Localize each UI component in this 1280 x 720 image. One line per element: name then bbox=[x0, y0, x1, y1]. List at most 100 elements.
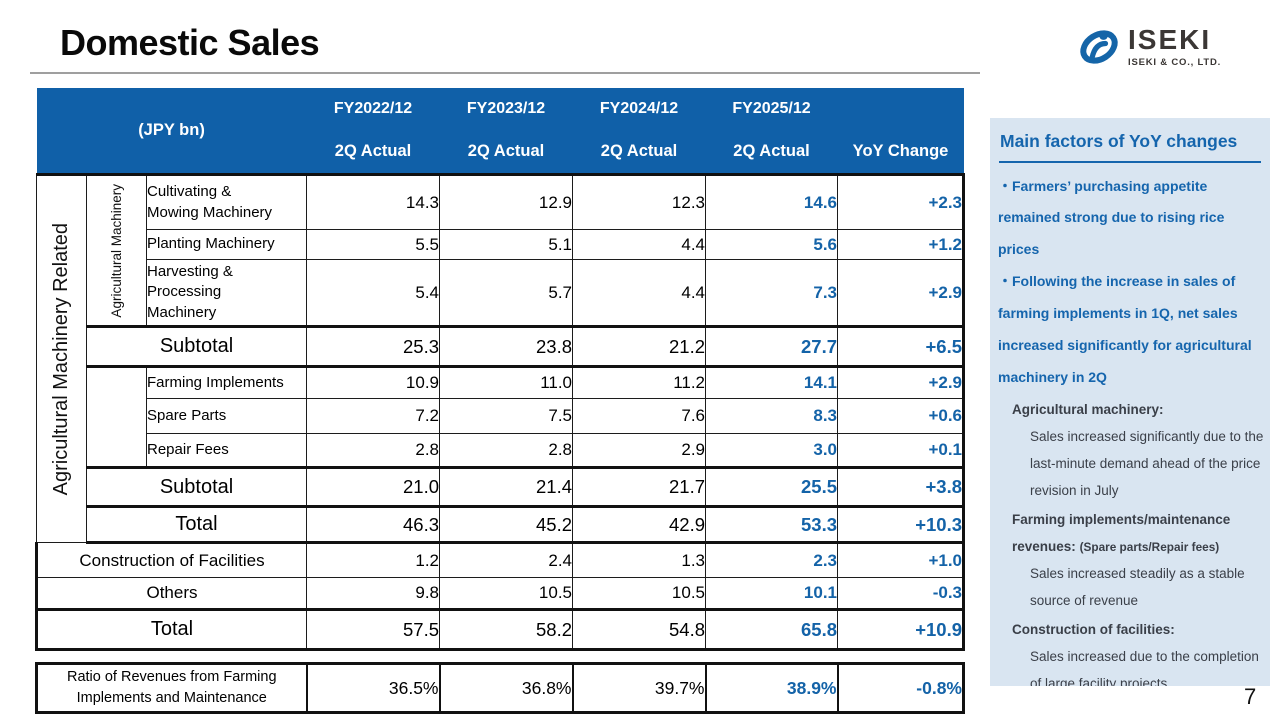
logo-text: ISEKI ISEKI & CO., LTD. bbox=[1128, 24, 1222, 69]
cell-yoy: +2.9 bbox=[837, 259, 966, 327]
cell-yoy: +2.3 bbox=[837, 173, 966, 230]
domestic-sales-table: (JPY bn) FY2022/12 FY2023/12 FY2024/12 F… bbox=[34, 88, 966, 651]
cell-fy2022: 10.9 bbox=[306, 366, 441, 399]
cell-fy2023: 2.4 bbox=[439, 542, 574, 578]
row-label: Subtotal bbox=[85, 325, 308, 368]
table-row: Agricultural Machinery Related Agricultu… bbox=[36, 173, 966, 543]
table-row: Farming Implements 10.9 11.0 11.2 14.1 +… bbox=[37, 366, 966, 468]
cell-yoy: +1.2 bbox=[837, 229, 966, 260]
subheader-2q-actual: 2Q Actual bbox=[306, 130, 440, 175]
cell-yoy: +0.1 bbox=[837, 433, 966, 468]
company-logo: ISEKI ISEKI & CO., LTD. bbox=[1076, 26, 1221, 68]
page-number: 7 bbox=[1244, 684, 1257, 709]
cell-fy2024: 4.4 bbox=[572, 229, 707, 260]
cell-fy2024: 39.7% bbox=[571, 662, 707, 714]
subheader-2q-actual: 2Q Actual bbox=[705, 130, 838, 175]
total-row: Total 46.3 45.2 42.9 53.3 +10.3 bbox=[37, 506, 966, 544]
detail-heading: Farming implements/maintenance revenues:… bbox=[1012, 511, 1231, 554]
cell-yoy: +0.6 bbox=[837, 398, 966, 434]
cell-fy2025: 38.9% bbox=[704, 662, 839, 714]
subtotal-row: Subtotal 25.3 23.8 21.2 27.7 +6.5 bbox=[37, 325, 966, 368]
ratio-table: Ratio of Revenues from Farming Implement… bbox=[35, 662, 965, 714]
cell-fy2024: 10.5 bbox=[572, 577, 707, 610]
cell-fy2024: 7.6 bbox=[572, 398, 707, 434]
row-label: Ratio of Revenues from Farming Implement… bbox=[35, 662, 308, 714]
cell-fy2023: 5.7 bbox=[439, 259, 574, 327]
cell-fy2022: 5.5 bbox=[306, 229, 441, 260]
row-label: Cultivating & Mowing Machinery bbox=[145, 173, 308, 230]
sidebar-detail: Agricultural machinery: Sales increased … bbox=[990, 396, 1270, 504]
sidebar-divider bbox=[999, 161, 1261, 163]
subheader-2q-actual: 2Q Actual bbox=[439, 130, 573, 175]
cell-fy2022: 36.5% bbox=[305, 662, 441, 714]
cell-yoy: -0.8% bbox=[836, 662, 965, 714]
cell-fy2023: 23.8 bbox=[439, 325, 574, 368]
cell-fy2024: 21.2 bbox=[572, 325, 707, 368]
detail-body: Sales increased significantly due to the… bbox=[1030, 428, 1264, 498]
cell-fy2025: 3.0 bbox=[705, 433, 839, 468]
cell-fy2025: 8.3 bbox=[705, 398, 839, 434]
detail-heading: Construction of facilities: bbox=[1012, 621, 1175, 637]
row-label: Planting Machinery bbox=[145, 229, 308, 260]
cell-fy2023: 2.8 bbox=[439, 433, 574, 468]
table-row: Planting Machinery 5.5 5.1 4.4 5.6 +1.2 bbox=[37, 229, 966, 260]
subtotal-row: Subtotal 21.0 21.4 21.7 25.5 +3.8 bbox=[37, 466, 966, 508]
unit-label-header: (JPY bn) bbox=[36, 88, 307, 175]
row-label: Others bbox=[34, 577, 308, 610]
cell-fy2024: 2.9 bbox=[572, 433, 707, 468]
cell-fy2023: 5.1 bbox=[439, 229, 574, 260]
cell-fy2025: 10.1 bbox=[705, 577, 839, 610]
cell-fy2022: 46.3 bbox=[306, 506, 441, 544]
sidebar-bullet: ・Following the increase in sales of farm… bbox=[998, 273, 1252, 385]
cell-yoy: +6.5 bbox=[837, 325, 966, 368]
detail-body: Sales increased due to the completion of… bbox=[1030, 648, 1259, 686]
cell-fy2023: 36.8% bbox=[438, 662, 574, 714]
cell-fy2022: 57.5 bbox=[306, 608, 441, 651]
subheader-2q-actual: 2Q Actual bbox=[572, 130, 706, 175]
row-label: Subtotal bbox=[85, 466, 308, 508]
yoy-factors-panel: Main factors of YoY changes ・Farmers’ pu… bbox=[990, 118, 1270, 686]
col-header-fy2023: FY2023/12 bbox=[439, 88, 573, 130]
cell-fy2022: 7.2 bbox=[306, 398, 441, 434]
detail-heading: Agricultural machinery: bbox=[1012, 401, 1164, 417]
cell-yoy: -0.3 bbox=[837, 577, 966, 610]
row-label: Total bbox=[34, 608, 308, 651]
cell-fy2025: 2.3 bbox=[705, 542, 839, 578]
cell-fy2022: 25.3 bbox=[306, 325, 441, 368]
yoy-header-spacer bbox=[837, 88, 964, 130]
cell-fy2025: 7.3 bbox=[705, 259, 839, 327]
cell-fy2022: 9.8 bbox=[306, 577, 441, 610]
cell-fy2025: 5.6 bbox=[705, 229, 839, 260]
col-header-fy2024: FY2024/12 bbox=[572, 88, 706, 130]
cell-yoy: +3.8 bbox=[837, 466, 966, 508]
row-label: Farming Implements bbox=[145, 366, 308, 399]
cell-fy2023: 45.2 bbox=[439, 506, 574, 544]
sidebar-detail: Farming implements/maintenance revenues:… bbox=[990, 506, 1270, 614]
cell-fy2024: 12.3 bbox=[572, 173, 707, 230]
row-label: Spare Parts bbox=[145, 398, 308, 434]
cell-fy2024: 11.2 bbox=[572, 366, 707, 399]
logo-name: ISEKI bbox=[1128, 24, 1212, 55]
group-label-agricultural-machinery: Agricultural Machinery bbox=[86, 173, 147, 327]
table-row: Spare Parts 7.2 7.5 7.6 8.3 +0.6 bbox=[37, 398, 966, 434]
iseki-logo-icon bbox=[1080, 30, 1118, 64]
row-label: Construction of Facilities bbox=[34, 542, 308, 578]
cell-fy2023: 7.5 bbox=[439, 398, 574, 434]
page-title: Domestic Sales bbox=[60, 22, 320, 63]
sidebar-heading: Main factors of YoY changes bbox=[1000, 131, 1238, 151]
cell-yoy: +10.3 bbox=[837, 506, 966, 544]
row-label: Harvesting & Processing Machinery bbox=[145, 259, 308, 327]
cell-fy2024: 42.9 bbox=[572, 506, 707, 544]
cell-yoy: +2.9 bbox=[837, 366, 966, 399]
yoy-change-header: YoY Change bbox=[837, 130, 964, 175]
cell-fy2025: 27.7 bbox=[705, 325, 839, 368]
detail-heading-note: (Spare parts/Repair fees) bbox=[1079, 539, 1220, 554]
table-row: Harvesting & Processing Machinery 5.4 5.… bbox=[37, 259, 966, 327]
sidebar-bullet: ・Farmers’ purchasing appetite remained s… bbox=[998, 177, 1225, 258]
cell-fy2023: 10.5 bbox=[439, 577, 574, 610]
cell-fy2024: 1.3 bbox=[572, 542, 707, 578]
logo-subtitle: ISEKI & CO., LTD. bbox=[1128, 57, 1222, 68]
sidebar-detail: Construction of facilities: Sales increa… bbox=[990, 616, 1270, 686]
col-header-fy2022: FY2022/12 bbox=[306, 88, 440, 130]
